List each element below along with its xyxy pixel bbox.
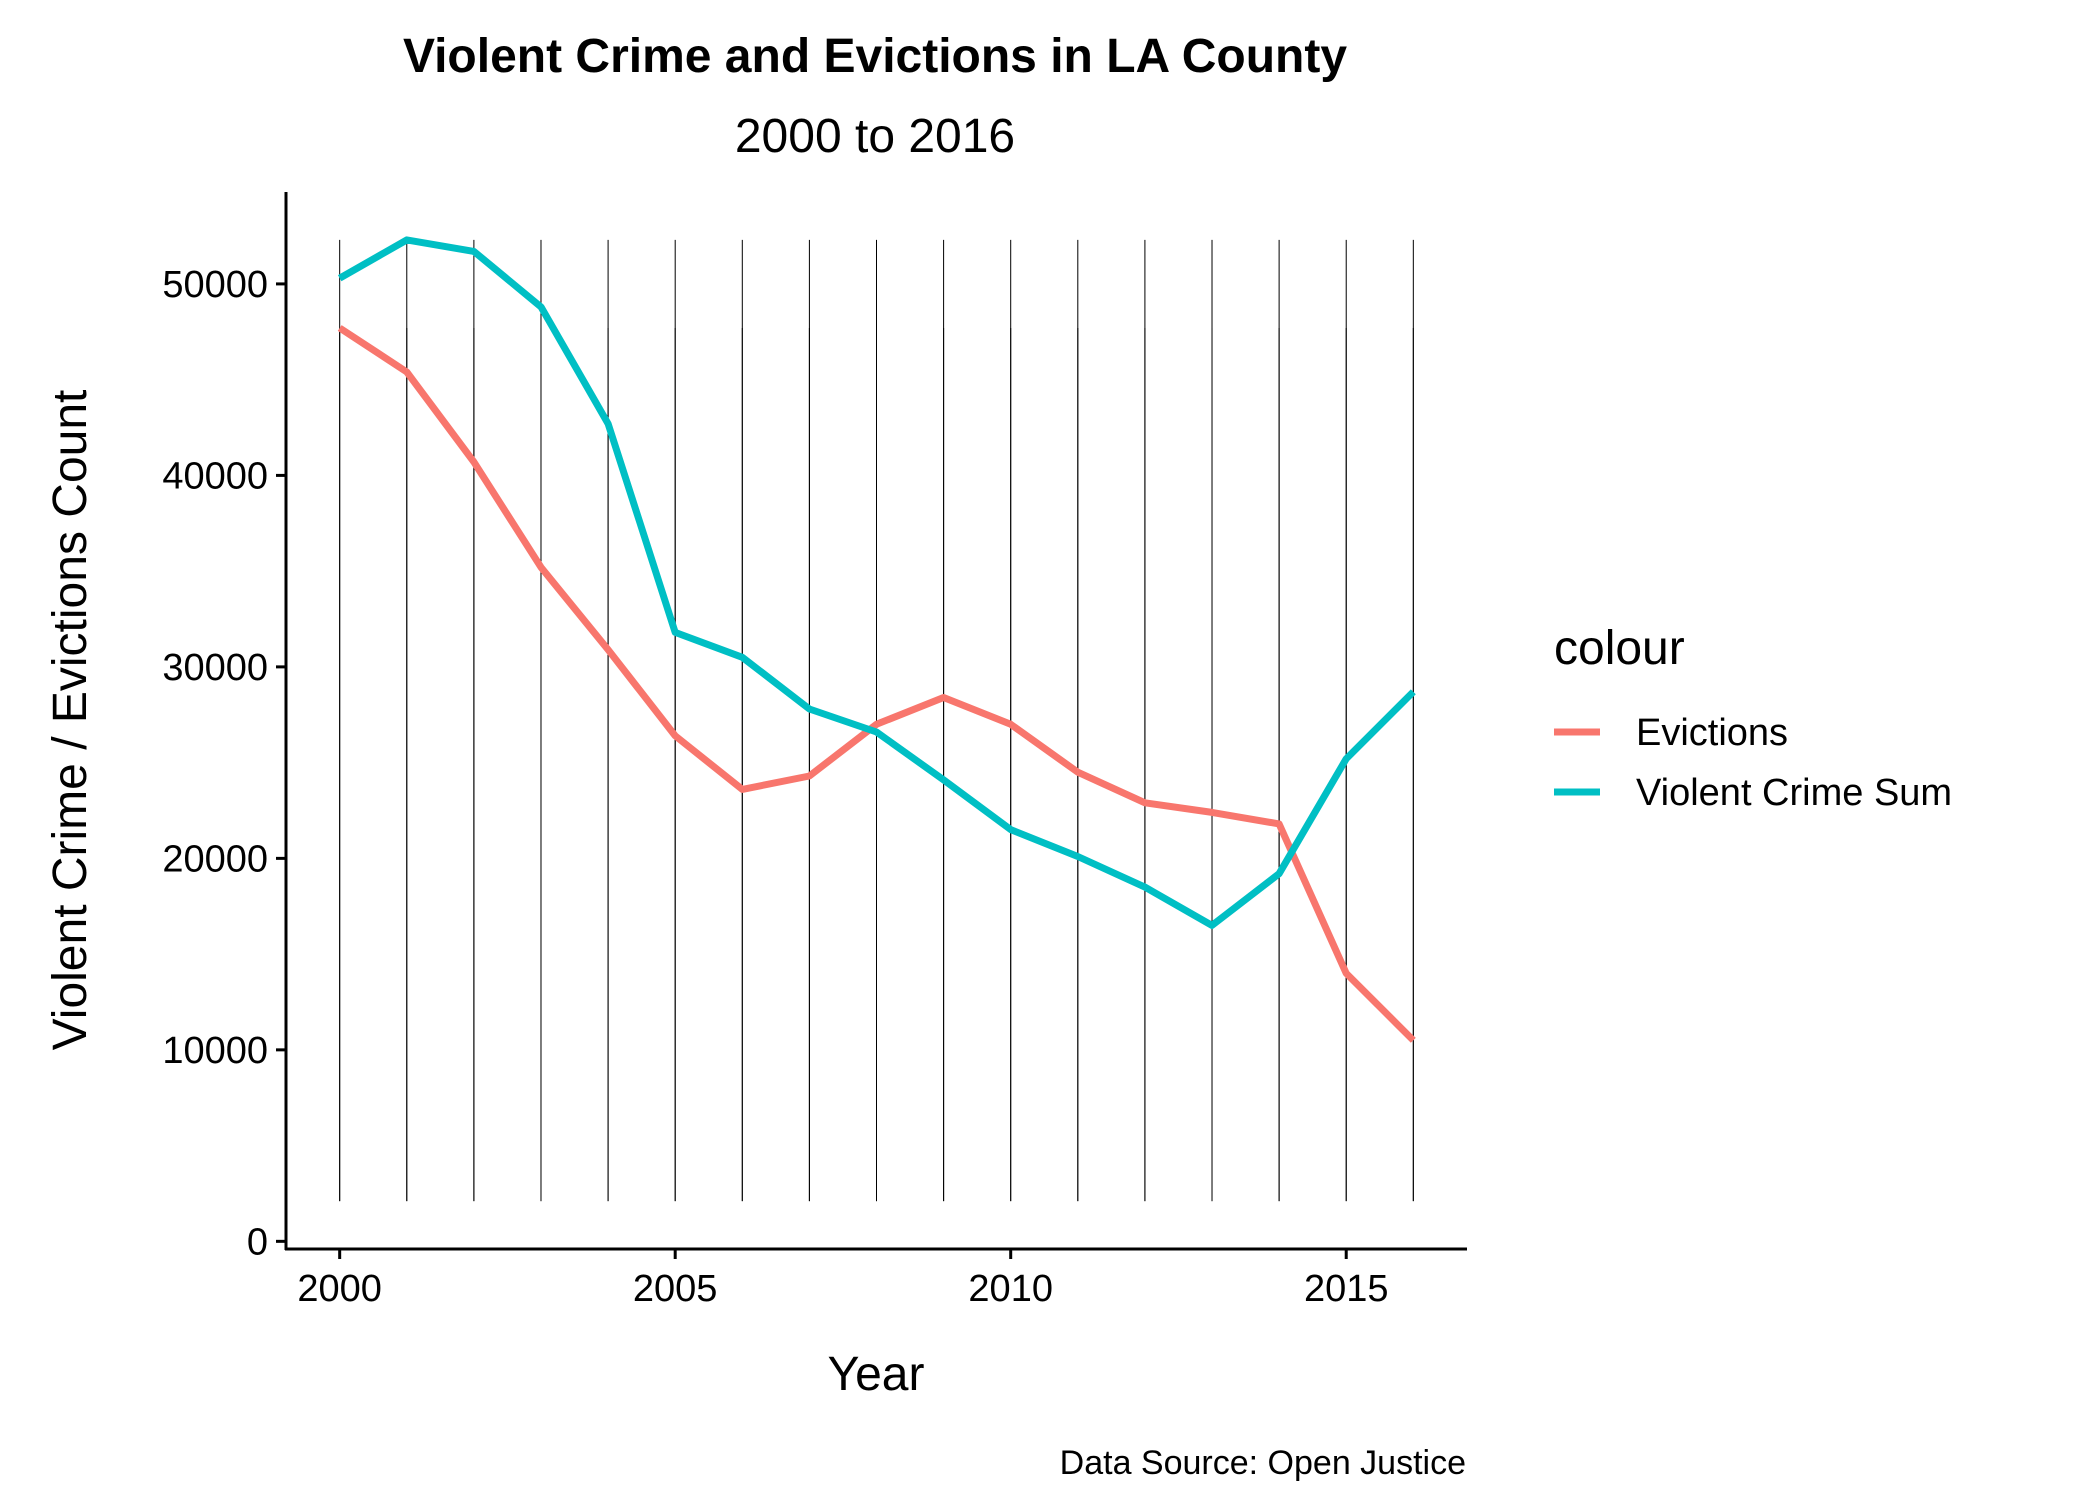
legend-items: Evictions Violent Crime Sum <box>1554 712 1952 814</box>
y-tick-label: 40000 <box>162 455 268 497</box>
y-axis-title: Violent Crime / Evictions Count <box>44 390 97 1051</box>
x-tick-label: 2000 <box>297 1268 382 1310</box>
y-tick-label: 20000 <box>162 838 268 880</box>
chart-title: Violent Crime and Evictions in LA County <box>403 30 1347 83</box>
series-line-violent-crime-sum <box>337 236 1416 929</box>
legend-label-evictions: Evictions <box>1636 712 1788 754</box>
y-tick-label: 0 <box>247 1221 268 1263</box>
x-axis-ticks: 2000 2005 2010 2015 <box>297 1249 1388 1310</box>
chart-caption: Data Source: Open Justice <box>1060 1444 1466 1482</box>
series-layer <box>337 236 1416 1043</box>
x-tick-label: 2015 <box>1304 1268 1389 1310</box>
vertical-lines-layer <box>339 239 1414 1202</box>
legend: colour Evictions Violent Crime Sum <box>1554 622 1952 814</box>
y-tick-label: 10000 <box>162 1030 268 1072</box>
y-tick-label: 30000 <box>162 647 268 689</box>
legend-label-violent-crime-sum: Violent Crime Sum <box>1636 772 1952 814</box>
x-tick-label: 2010 <box>968 1268 1053 1310</box>
x-tick-label: 2005 <box>633 1268 718 1310</box>
x-axis-title: Year <box>828 1348 925 1401</box>
y-axis-ticks: 0 10000 20000 30000 40000 50000 <box>162 264 286 1263</box>
series-line-evictions <box>337 325 1416 1043</box>
y-tick-label: 50000 <box>162 264 268 306</box>
chart-subtitle: 2000 to 2016 <box>735 110 1015 163</box>
legend-title: colour <box>1554 622 1685 675</box>
